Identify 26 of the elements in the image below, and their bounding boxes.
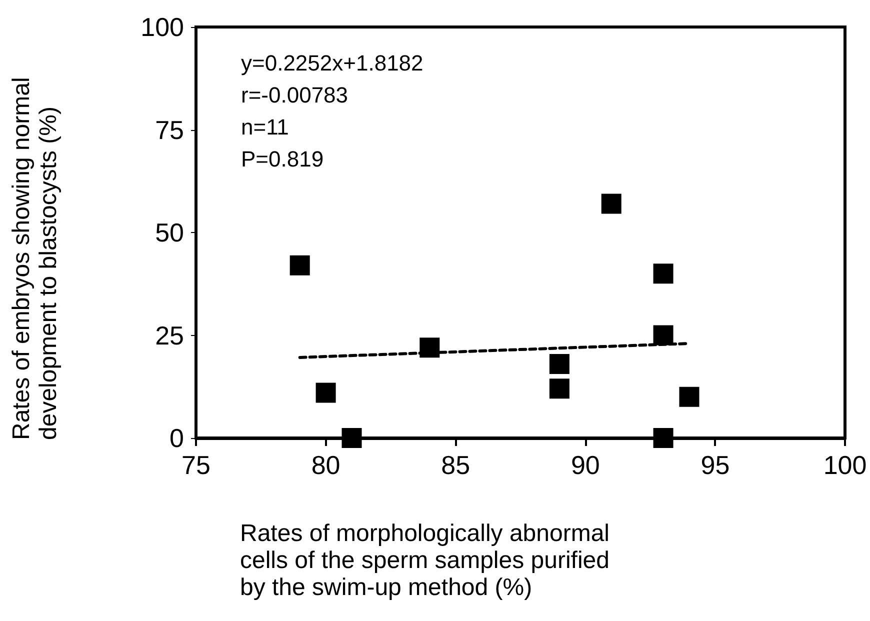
y-tick-label: 25 (155, 320, 184, 350)
annotation: r=-0.00783 (241, 82, 348, 108)
x-tick-label: 80 (311, 450, 340, 480)
y-tick-label: 50 (155, 218, 184, 248)
x-tick-label: 75 (182, 450, 210, 480)
point (549, 378, 570, 399)
x-tick-label: 100 (823, 450, 867, 480)
point (549, 354, 570, 374)
point (342, 428, 362, 448)
point (653, 428, 674, 448)
point (653, 264, 674, 284)
y-tick-label: 75 (155, 114, 184, 145)
x-tick-label: 95 (700, 450, 730, 480)
annotation: n=11 (241, 114, 289, 140)
x-tick-label: 90 (570, 450, 600, 480)
point (679, 386, 700, 407)
y-tick-label: 0 (170, 423, 184, 453)
x-tick-label: 85 (441, 450, 470, 480)
y-tick-label: 100 (140, 12, 184, 42)
annotation: y=0.2252x+1.8182 (241, 50, 424, 76)
annotation: P=0.819 (241, 146, 324, 172)
point (290, 255, 310, 276)
point (316, 382, 336, 403)
y-axis-title: Rates of embryos showing normal development to blastocysts (%) (8, 70, 62, 440)
point (601, 194, 622, 214)
x-axis-title: Rates of morphologically abnormal cells of the sperm samples purified by the swim-up method (%) (240, 520, 616, 601)
